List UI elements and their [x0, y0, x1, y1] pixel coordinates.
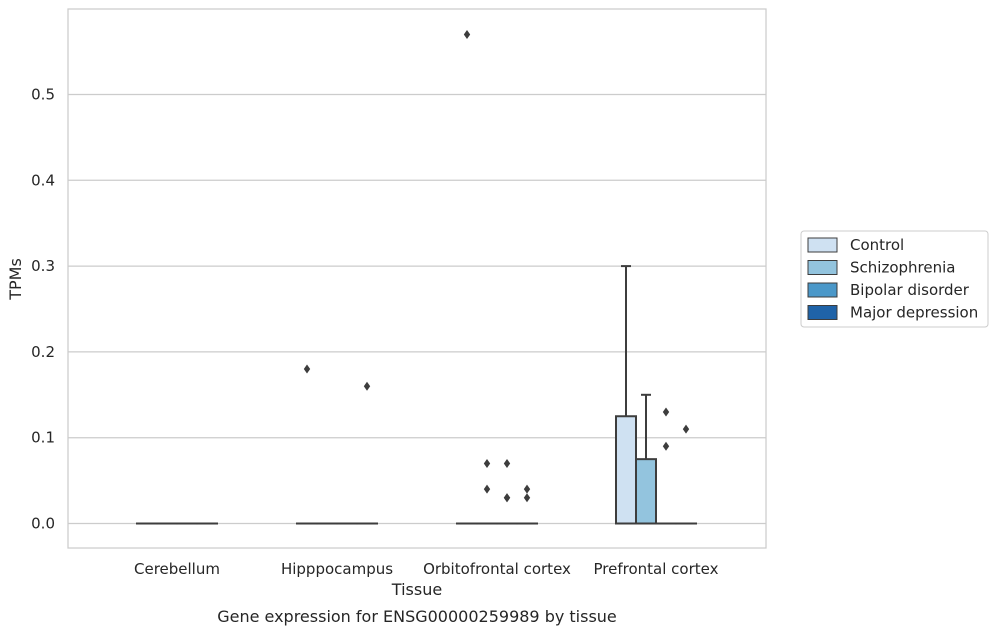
boxes: [136, 265, 697, 525]
y-tick-label: 0.0: [31, 515, 55, 533]
grid-lines: [68, 93, 766, 525]
outlier-point: [662, 441, 670, 451]
box-body: [615, 415, 637, 525]
chart-caption: Gene expression for ENSG00000259989 by t…: [217, 607, 617, 626]
outlier-point: [303, 364, 311, 374]
outlier-points: [303, 29, 690, 503]
legend-label: Major depression: [850, 304, 978, 322]
legend: Control Schizophrenia Bipolar disorder Majo…: [800, 230, 989, 328]
box-control: [615, 265, 637, 525]
x-axis-title: Tissue: [391, 580, 442, 599]
y-tick-label: 0.2: [31, 343, 55, 361]
x-tick-label: Cerebellum: [134, 560, 220, 578]
outlier-point: [503, 458, 511, 468]
plot-frame: [67, 8, 767, 549]
outlier-point: [682, 424, 690, 434]
box-schizophrenia: [635, 393, 657, 525]
outlier-point: [503, 493, 511, 503]
x-tick-label: Prefrontal cortex: [594, 560, 719, 578]
outlier-point: [363, 381, 371, 391]
outlier-point: [523, 493, 531, 503]
legend-swatch: [807, 305, 838, 320]
outlier-point: [483, 484, 491, 494]
outlier-point: [662, 407, 670, 417]
y-tick-labels: 0.0 0.1 0.2 0.3 0.4 0.5: [31, 86, 55, 533]
y-tick-label: 0.4: [31, 171, 55, 189]
legend-label: Control: [850, 236, 904, 254]
y-tick-label: 0.3: [31, 257, 55, 275]
x-tick-label: Orbitofrontal cortex: [423, 560, 571, 578]
y-tick-label: 0.5: [31, 86, 55, 104]
y-tick-label: 0.1: [31, 429, 55, 447]
x-tick-labels: Cerebellum Hipppocampus Orbitofrontal cort…: [134, 560, 719, 578]
legend-label: Bipolar disorder: [850, 281, 970, 299]
y-axis-title: TPMs: [6, 258, 25, 301]
legend-label: Schizophrenia: [850, 259, 955, 277]
legend-frame: [800, 230, 989, 328]
legend-swatch: [807, 237, 838, 253]
box-body: [635, 458, 657, 525]
legend-swatch: [807, 282, 838, 298]
x-tick-label: Hipppocampus: [281, 560, 393, 578]
outlier-point: [463, 29, 471, 39]
outlier-point: [523, 484, 531, 494]
legend-swatch: [807, 260, 838, 275]
outlier-point: [483, 458, 491, 468]
